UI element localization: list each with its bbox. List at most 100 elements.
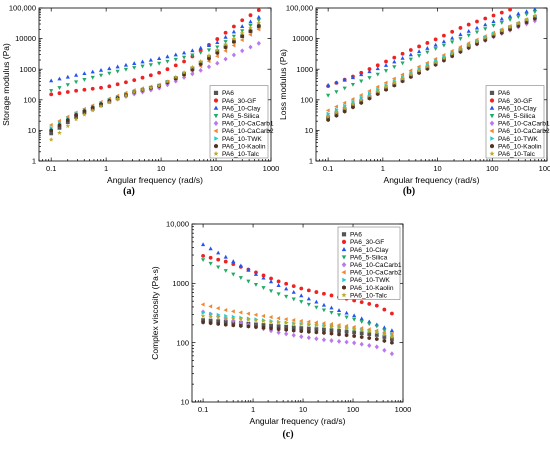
data-point (314, 299, 319, 304)
data-point (157, 56, 162, 61)
data-point (181, 55, 187, 60)
data-point (257, 23, 261, 28)
legend-label: PA6_30-GF (222, 98, 256, 105)
data-point (344, 339, 349, 345)
data-point (276, 330, 281, 335)
data-point (248, 13, 253, 18)
data-point (269, 326, 273, 331)
data-point (306, 322, 312, 327)
data-point (98, 67, 104, 72)
data-point (165, 59, 170, 64)
data-point (390, 311, 394, 316)
data-point (74, 112, 78, 118)
data-point (198, 45, 203, 50)
data-point (190, 48, 195, 53)
data-point (374, 344, 379, 350)
x-tick-label: 1000 (539, 164, 550, 173)
data-point (284, 294, 289, 299)
data-point (246, 324, 251, 329)
data-point (215, 60, 220, 66)
data-point (223, 269, 228, 273)
data-point (306, 326, 311, 331)
y-tick-label: 10 (181, 398, 189, 407)
data-point (367, 302, 372, 306)
x-axis-label: Angular frequency (rad/s) (250, 416, 346, 426)
data-point (165, 54, 170, 59)
data-point (336, 322, 341, 328)
data-point (433, 47, 438, 51)
data-point (283, 317, 288, 322)
series-2 (326, 7, 512, 89)
data-point (215, 50, 220, 55)
panel-label: (b) (403, 186, 415, 197)
panel-label: (a) (123, 186, 135, 197)
data-point (238, 276, 243, 280)
data-point (140, 64, 145, 69)
data-point (123, 67, 129, 72)
legend-label: PA6 (222, 90, 234, 97)
data-point (326, 82, 331, 87)
legend-marker (489, 114, 495, 119)
data-point (253, 283, 259, 287)
data-point (329, 311, 334, 315)
data-point (57, 91, 62, 96)
data-point (367, 76, 372, 80)
data-point (276, 316, 281, 321)
data-point (291, 321, 297, 326)
data-point (223, 45, 228, 50)
data-point (400, 51, 405, 56)
data-point (384, 59, 388, 64)
data-point (466, 43, 472, 48)
data-point (491, 13, 496, 18)
data-point (352, 333, 356, 339)
data-point (173, 52, 178, 57)
data-point (232, 39, 236, 44)
data-point (425, 50, 430, 55)
legend-label: PA6_5-Silica (350, 254, 388, 261)
data-point (276, 327, 281, 332)
data-point (106, 99, 112, 105)
data-point (441, 55, 447, 61)
data-point (107, 84, 112, 89)
data-point (269, 276, 273, 281)
data-point (57, 130, 62, 135)
data-point (48, 137, 54, 142)
data-point (215, 54, 219, 59)
data-point (382, 307, 387, 312)
data-point (231, 309, 235, 314)
data-point (261, 275, 266, 280)
data-point (367, 96, 372, 101)
data-point (223, 259, 228, 264)
data-point (49, 92, 54, 97)
data-point (516, 15, 521, 19)
data-point (239, 30, 245, 36)
chart-panel-3: 10 100 1000 10,000 0.1 1 10 100 1000 Angular freq… (150, 220, 411, 440)
data-point (148, 73, 153, 78)
legend-label: PA6_5-Silica (222, 113, 260, 120)
data-point (256, 8, 261, 13)
data-point (342, 100, 347, 105)
data-point (49, 78, 54, 83)
legend-label: PA6_10-Talc (222, 151, 260, 158)
data-point (131, 89, 137, 95)
data-point (358, 97, 364, 102)
data-point (499, 28, 505, 33)
data-point (206, 48, 212, 53)
data-point (416, 68, 422, 73)
y-tick-label: 100,000 (9, 4, 36, 13)
data-point (99, 85, 103, 90)
legend-marker (213, 128, 218, 134)
data-point (417, 44, 421, 49)
x-axis-label: Angular frequency (rad/s) (107, 175, 203, 185)
data-point (208, 318, 213, 323)
data-point (532, 13, 538, 18)
data-point (337, 332, 341, 337)
data-point (223, 30, 228, 35)
data-point (441, 43, 446, 48)
data-point (326, 117, 330, 123)
data-point (238, 316, 244, 322)
series-9 (200, 313, 395, 339)
series-2 (49, 8, 261, 97)
data-point (359, 72, 364, 77)
data-point (417, 49, 422, 54)
